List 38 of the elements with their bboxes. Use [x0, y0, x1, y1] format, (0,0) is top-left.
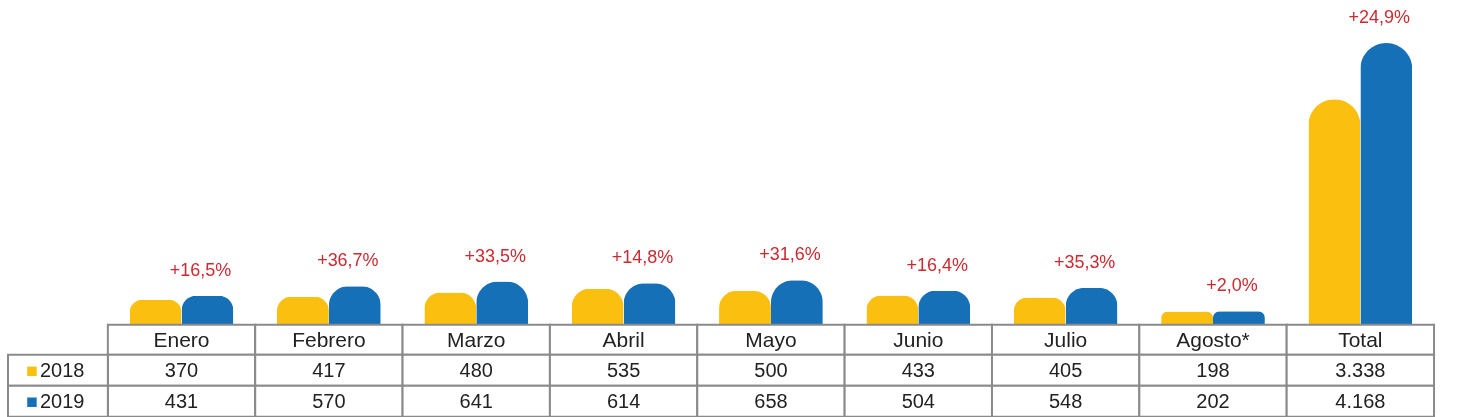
annotation: +24,9% [1348, 7, 1411, 28]
annotation: +16,5% [169, 259, 232, 280]
data-label: 198 [1196, 359, 1230, 382]
legend-label: 2019 [39, 390, 85, 413]
data-label: 535 [606, 359, 641, 382]
data-label: 370 [164, 359, 199, 382]
data-label: 548 [1048, 390, 1083, 413]
annotation: +36,7% [317, 250, 379, 271]
annotation: +14,8% [611, 247, 674, 268]
data-label: 405 [1048, 359, 1083, 382]
x-tick-label: Marzo [447, 327, 506, 351]
annotation: +33,5% [464, 245, 526, 266]
x-tick-label: Junio [893, 327, 944, 351]
x-tick-label: Agosto* [1176, 327, 1250, 351]
data-label: 500 [754, 359, 788, 382]
data-label: 431 [164, 390, 199, 413]
data-label: 3.338 [1335, 359, 1386, 382]
data-label: 433 [901, 359, 935, 382]
annotation: +16,4% [906, 254, 969, 275]
data-label: 4.168 [1335, 390, 1386, 413]
x-tick-label: Abril [602, 327, 645, 351]
legend-label: 2018 [39, 359, 85, 382]
data-label: 658 [754, 390, 788, 413]
x-tick-label: Julio [1044, 327, 1088, 351]
annotation: +31,6% [759, 244, 821, 265]
annotation: +35,3% [1053, 251, 1116, 272]
data-label: 504 [901, 390, 935, 413]
data-label: 202 [1196, 390, 1230, 413]
x-tick-label: Enero [153, 327, 210, 351]
annotation: +2,0% [1206, 275, 1258, 296]
data-label: 641 [459, 390, 493, 413]
x-tick-label: Total [1338, 327, 1383, 351]
data-label: 614 [606, 390, 641, 413]
data-label: 570 [312, 390, 346, 413]
data-label: 480 [459, 359, 493, 382]
data-label: 417 [312, 359, 346, 382]
x-tick-label: Mayo [745, 327, 797, 351]
x-tick-label: Febrero [292, 327, 366, 351]
